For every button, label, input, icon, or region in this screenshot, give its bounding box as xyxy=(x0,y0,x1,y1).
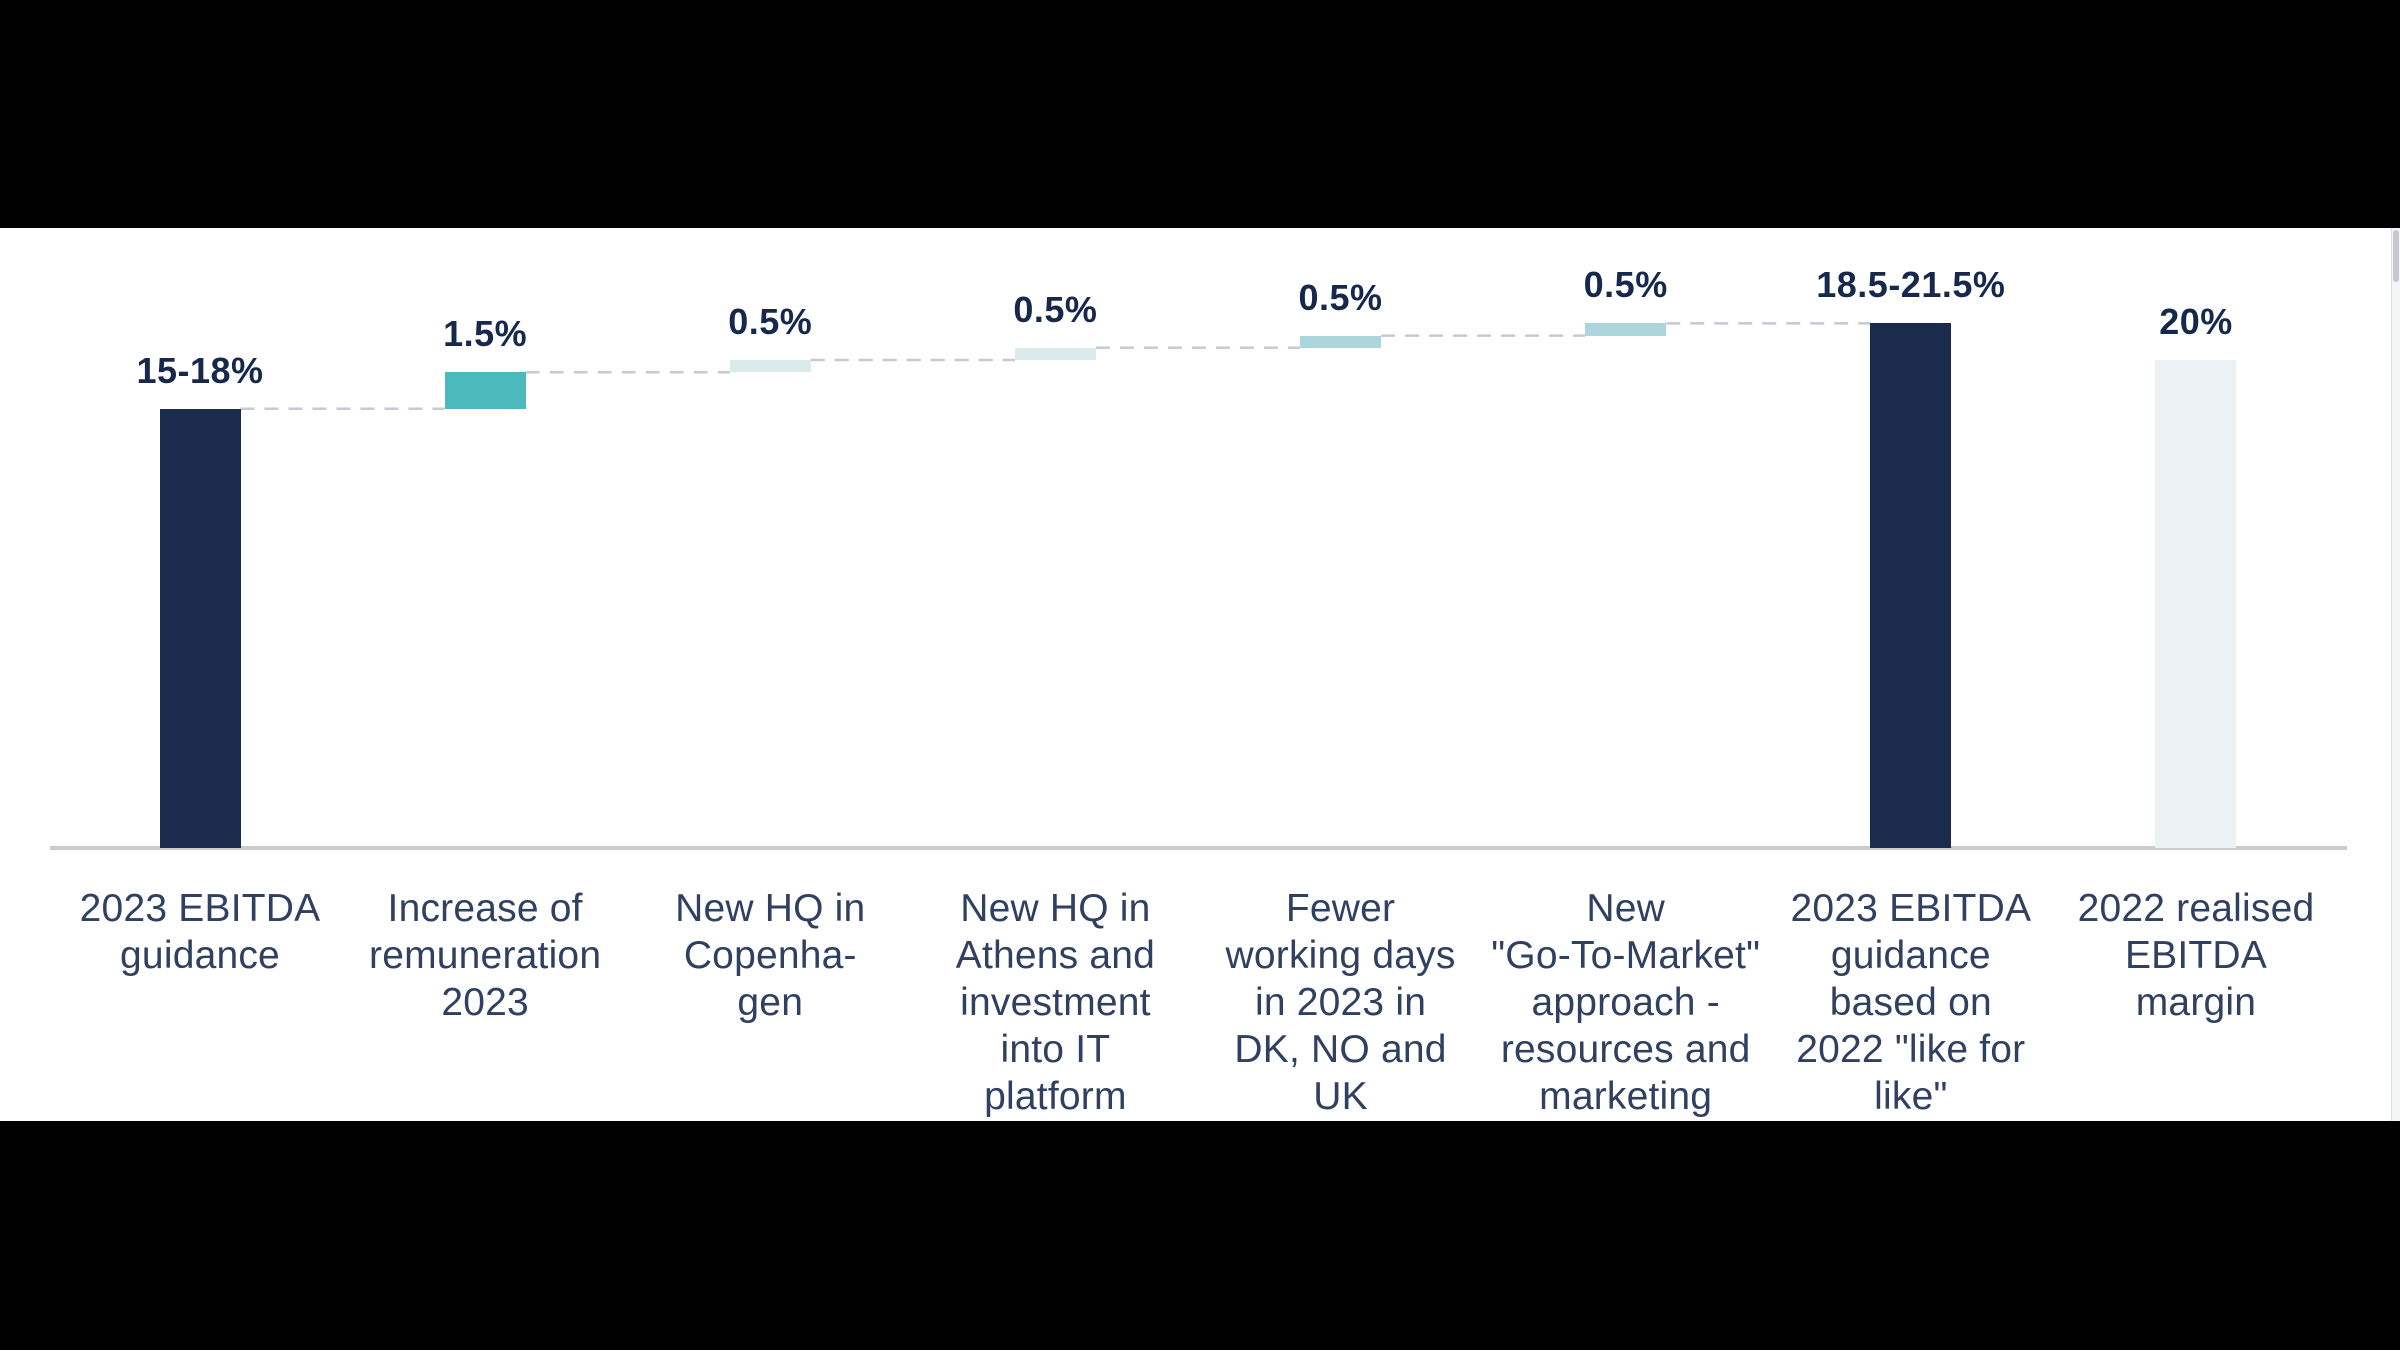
waterfall-bar-2 xyxy=(444,372,526,409)
category-label-line: New HQ in xyxy=(960,887,1151,930)
category-label-line: marketing xyxy=(1539,1075,1713,1118)
waterfall-bar-1 xyxy=(159,408,241,848)
category-label-line: resources and xyxy=(1500,1028,1751,1071)
bar-value-label-7: 18.5-21.5% xyxy=(1816,264,2006,306)
category-label-line: Copenha- xyxy=(683,934,857,977)
category-label-line: into IT xyxy=(1000,1028,1111,1071)
category-label-line: Increase of xyxy=(387,887,583,930)
category-label-6: New "Go-To-Market" approach - resources and… xyxy=(1476,885,1776,1120)
bar-value-label-5: 0.5% xyxy=(1298,276,1383,318)
category-label-8: 2022 realised EBITDA margin xyxy=(2046,885,2346,1026)
scrollbar-thumb[interactable] xyxy=(2393,230,2399,282)
category-label-line: New HQ in xyxy=(675,887,866,930)
waterfall-bar-5 xyxy=(1300,335,1382,348)
category-label-7: 2023 EBITDA guidance based on 2022 "like fo… xyxy=(1761,885,2061,1120)
category-label-3: New HQ in Copenha-gen xyxy=(620,885,920,1026)
category-label-line: gen xyxy=(737,981,804,1024)
category-label-line: 2023 xyxy=(441,981,529,1024)
category-label-line: remuneration xyxy=(369,934,602,977)
bar-value-label-3: 0.5% xyxy=(728,301,813,342)
category-label-line: Athens and xyxy=(955,934,1156,977)
category-label-1: 2023 EBITDA guidance xyxy=(50,885,350,979)
category-label-line: "Go-To-Market" xyxy=(1491,934,1761,977)
slide-canvas: 15-18% 2023 EBITDA guidance 1.5% Increase of… xyxy=(0,228,2400,1121)
category-label-2: Increase of remuneration 2023 xyxy=(335,885,635,1026)
category-label-line: 2022 "like for xyxy=(1796,1028,2026,1071)
category-label-line: 2022 realised xyxy=(2077,887,2315,930)
waterfall-bar-7 xyxy=(1870,323,1952,848)
waterfall-bar-3 xyxy=(729,360,811,373)
scrollbar-track[interactable] xyxy=(2391,228,2400,1121)
category-label-line: working days xyxy=(1225,934,1456,977)
bar-value-label-8: 20% xyxy=(2159,301,2233,342)
category-label-line: based on xyxy=(1829,981,1992,1024)
category-label-line: 2023 EBITDA xyxy=(1790,887,2032,930)
category-label-4: New HQ in Athens and investment into IT plat… xyxy=(905,885,1205,1120)
category-label-line: Fewer xyxy=(1285,887,1396,930)
waterfall-bar-8 xyxy=(2155,360,2237,848)
category-label-line: in 2023 in xyxy=(1254,981,1427,1024)
category-label-line: like" xyxy=(1874,1075,1948,1118)
waterfall-bar-4 xyxy=(1014,347,1096,360)
bar-value-label-4: 0.5% xyxy=(1013,288,1098,330)
category-label-line: investment xyxy=(960,981,1151,1024)
bar-value-label-2: 1.5% xyxy=(443,313,528,355)
category-label-line: platform xyxy=(984,1075,1127,1118)
category-label-line: approach - xyxy=(1531,981,1720,1024)
bar-value-label-1: 15-18% xyxy=(136,349,264,391)
category-label-line: guidance xyxy=(1830,934,1991,977)
category-label-line: 2023 EBITDA xyxy=(79,887,321,930)
category-label-5: Fewer working days in 2023 in DK, NO and UK xyxy=(1191,885,1491,1120)
letterbox-top xyxy=(0,0,2400,228)
letterbox-bottom xyxy=(0,1121,2400,1350)
category-label-line: margin xyxy=(2135,981,2257,1024)
waterfall-connectors-and-axis xyxy=(50,322,2347,850)
category-label-line: New xyxy=(1586,887,1665,930)
category-label-line: EBITDA xyxy=(2124,934,2267,977)
category-label-line: UK xyxy=(1313,1075,1368,1118)
waterfall-bar-6 xyxy=(1585,323,1667,336)
bar-value-label-6: 0.5% xyxy=(1583,264,1668,306)
category-label-line: guidance xyxy=(120,934,280,977)
category-label-line: DK, NO and xyxy=(1234,1028,1447,1071)
